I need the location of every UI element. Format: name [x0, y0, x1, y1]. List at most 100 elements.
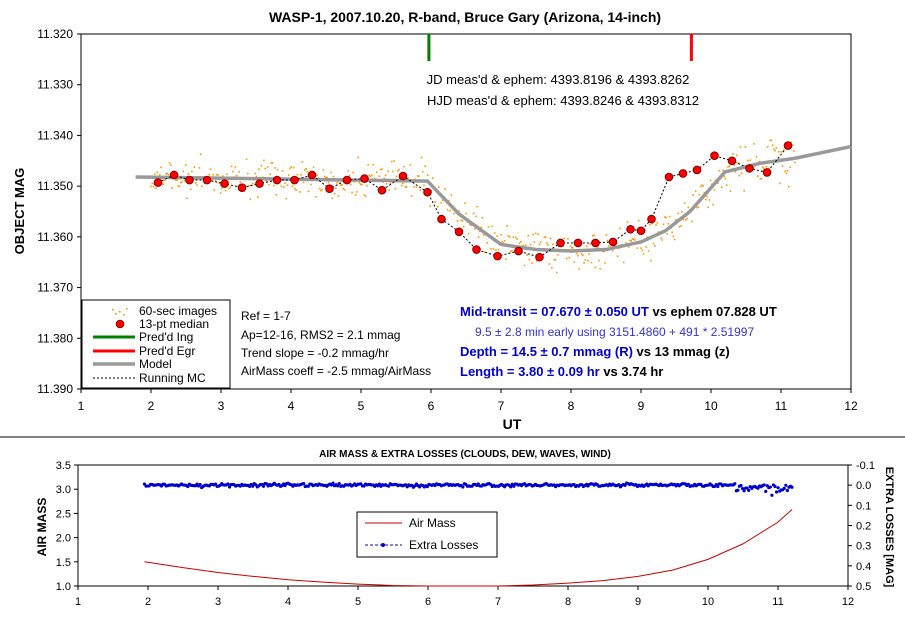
raw-point: [294, 187, 296, 190]
raw-point: [675, 218, 677, 221]
raw-point: [646, 236, 649, 238]
raw-point: [162, 183, 165, 185]
raw-point: [229, 186, 232, 188]
raw-point: [292, 166, 295, 169]
median-point: [220, 179, 229, 188]
raw-point: [469, 223, 471, 226]
raw-point: [511, 249, 513, 252]
raw-point: [482, 234, 485, 236]
raw-point: [534, 232, 537, 235]
raw-point: [276, 168, 279, 171]
bottom-y-tick-label: 2.5: [56, 508, 71, 520]
x-axis-ticks: 1 2 3 4 5 6 7 8 9 10 11 12: [78, 389, 858, 413]
legend-item-raw: 60-sec images: [112, 304, 217, 318]
raw-point: [725, 184, 728, 187]
raw-point: [315, 195, 317, 198]
extra-loss-point: [716, 484, 720, 489]
raw-point: [333, 192, 336, 195]
early-text: 9.5 ± 2.8 min early using 3151.4860 + 49…: [475, 325, 754, 339]
hjd-annotation: HJD meas'd & ephem: 4393.8246 & 4393.831…: [427, 93, 699, 108]
bottom-chart-title: AIR MASS & EXTRA LOSSES (CLOUDS, DEW, WA…: [319, 449, 611, 460]
plot-area-frame: [80, 33, 852, 390]
raw-point: [395, 175, 398, 178]
extra-losses-points: [142, 481, 794, 497]
extra-loss-point: [227, 485, 232, 489]
raw-point: [657, 231, 660, 233]
raw-point: [701, 184, 703, 186]
raw-point: [523, 264, 526, 267]
raw-point: [527, 235, 530, 237]
x-tick-label: 12: [844, 399, 858, 413]
raw-point: [589, 243, 592, 245]
raw-point: [673, 238, 676, 241]
raw-point: [176, 179, 178, 182]
raw-point: [516, 238, 518, 240]
raw-point: [156, 171, 159, 174]
median-point: [535, 252, 544, 262]
median-point: [437, 214, 446, 224]
raw-point: [274, 167, 276, 169]
raw-point: [500, 233, 502, 236]
raw-point: [475, 215, 477, 218]
legend-item-model: Model: [93, 357, 172, 371]
raw-point: [531, 262, 533, 264]
extra-loss-point: [773, 484, 777, 489]
raw-point: [182, 170, 185, 173]
raw-point: [781, 165, 784, 168]
raw-point: [282, 186, 285, 188]
raw-point: [184, 164, 187, 166]
raw-point: [372, 163, 374, 166]
median-point: [237, 183, 247, 192]
raw-point: [771, 144, 774, 146]
raw-point: [685, 219, 687, 221]
raw-point: [539, 241, 542, 244]
raw-point: [320, 189, 322, 192]
bottom-x-tick-label: 8: [565, 596, 571, 608]
raw-point: [158, 174, 161, 176]
raw-point: [740, 172, 743, 175]
raw-point: [299, 191, 301, 193]
raw-point: [756, 175, 759, 177]
raw-point: [784, 170, 786, 173]
raw-point: [342, 188, 345, 190]
extra-loss-point: [790, 485, 794, 489]
raw-point: [487, 226, 490, 228]
raw-point: [733, 163, 735, 166]
raw-point: [251, 182, 254, 185]
extra-loss-point: [736, 488, 740, 492]
raw-point: [578, 268, 580, 270]
raw-point: [651, 222, 654, 225]
raw-point: [456, 220, 459, 222]
raw-point: [483, 251, 486, 253]
raw-point: [577, 254, 579, 257]
bottom-y-tick-label: 1.5: [56, 557, 71, 569]
raw-point: [237, 185, 239, 188]
median-point: [307, 170, 317, 180]
raw-point: [291, 185, 294, 187]
raw-point: [161, 183, 163, 185]
raw-point: [343, 189, 346, 191]
raw-point: [211, 179, 213, 182]
x-tick-label: 2: [148, 399, 155, 413]
raw-point: [611, 249, 614, 252]
raw-point: [366, 184, 368, 187]
legend-label-model: Model: [139, 357, 172, 371]
raw-point: [573, 261, 575, 263]
extra-loss-point: [512, 484, 516, 488]
raw-point: [533, 241, 536, 243]
raw-point: [332, 175, 335, 178]
bottom-x-axis-ticks: 1 2 3 4 5 6 7 8 9 10 11 12: [75, 586, 854, 608]
raw-point: [167, 173, 170, 176]
extra-loss-point: [764, 489, 768, 493]
raw-point: [505, 258, 507, 261]
raw-point: [193, 166, 196, 168]
raw-point: [330, 171, 332, 174]
raw-point: [749, 159, 752, 161]
raw-point: [708, 199, 711, 201]
raw-point: [508, 236, 511, 238]
mid-transit-text: Mid-transit = 07.670 ± 0.050 UT vs ephem…: [460, 304, 777, 319]
raw-point: [626, 221, 629, 224]
raw-point: [536, 260, 538, 262]
raw-point: [582, 254, 584, 257]
raw-point: [636, 247, 639, 249]
